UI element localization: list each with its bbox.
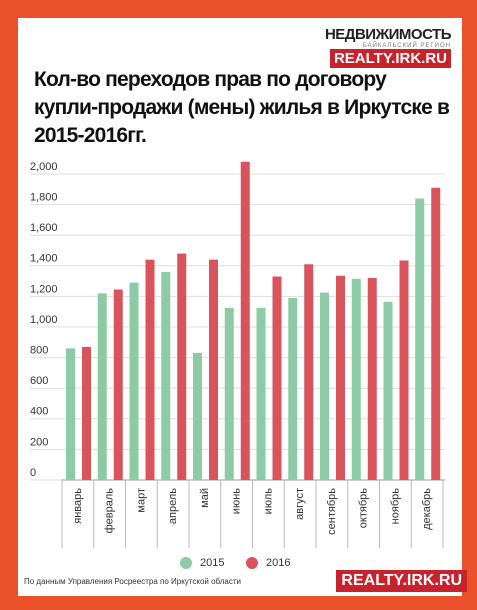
legend-label: 2016 xyxy=(266,557,290,569)
bar xyxy=(288,297,298,480)
bar xyxy=(129,282,139,480)
bar xyxy=(113,289,123,480)
bar xyxy=(272,276,282,480)
legend-marker xyxy=(246,557,258,569)
bar xyxy=(97,293,107,480)
y-tick-label: 2,000 xyxy=(30,161,58,173)
x-tick-label: июль xyxy=(262,488,274,515)
bar xyxy=(415,198,425,481)
bar xyxy=(161,271,171,480)
legend-marker xyxy=(180,557,192,569)
y-tick-label: 200 xyxy=(30,436,48,448)
bar xyxy=(320,292,329,480)
bar xyxy=(383,301,393,480)
x-tick-label: февраль xyxy=(104,488,116,534)
x-tick-label: ноябрь xyxy=(389,488,401,525)
y-tick-label: 1,400 xyxy=(30,253,58,265)
y-tick-label: 0 xyxy=(30,467,36,479)
bar xyxy=(367,278,377,480)
bar xyxy=(351,278,361,480)
x-tick-label: сентябрь xyxy=(326,488,338,535)
bar xyxy=(82,346,91,480)
x-tick-label: январь xyxy=(72,488,84,524)
x-tick-label: октябрь xyxy=(358,488,370,528)
bar xyxy=(336,275,345,480)
y-tick-label: 1,200 xyxy=(30,283,58,295)
bar xyxy=(256,307,266,480)
bar xyxy=(177,253,187,480)
logo-text: НЕДВИЖИМОСТЬ xyxy=(324,26,452,43)
logo-site: REALTY.IRK.RU xyxy=(329,49,451,68)
x-tick-label: апрель xyxy=(167,488,179,524)
x-tick-label: декабрь xyxy=(421,488,433,530)
x-tick-label: март xyxy=(135,488,147,513)
x-tick-label: июнь xyxy=(231,488,243,514)
legend-label: 2015 xyxy=(200,557,224,569)
y-tick-label: 1,800 xyxy=(30,192,58,204)
source: По данным Управления Росреестра по Иркут… xyxy=(24,577,242,586)
chart-title: Кол-во переходов прав по договору купли-… xyxy=(34,68,450,147)
bar xyxy=(399,260,409,480)
bar xyxy=(224,307,234,480)
bar xyxy=(145,259,155,480)
bar xyxy=(209,259,218,480)
x-tick-label: август xyxy=(294,488,306,520)
bar xyxy=(193,353,202,480)
y-tick-label: 400 xyxy=(30,406,48,418)
x-tick-label: май xyxy=(199,488,211,508)
logo-sub: БАЙКАЛЬСКИЙ РЕГИОН xyxy=(362,43,451,49)
footer-site: REALTY.IRK.RU xyxy=(336,570,467,592)
y-tick-label: 1,600 xyxy=(30,222,58,234)
y-tick-label: 600 xyxy=(30,375,48,387)
bar xyxy=(240,161,250,480)
logo: НЕДВИЖИМОСТЬ БАЙКАЛЬСКИЙ РЕГИОН REALTY.I… xyxy=(324,26,452,68)
bar xyxy=(66,348,75,480)
bar xyxy=(431,187,441,480)
y-tick-label: 800 xyxy=(30,345,48,357)
y-tick-label: 1,000 xyxy=(30,314,58,326)
bar xyxy=(304,264,314,480)
